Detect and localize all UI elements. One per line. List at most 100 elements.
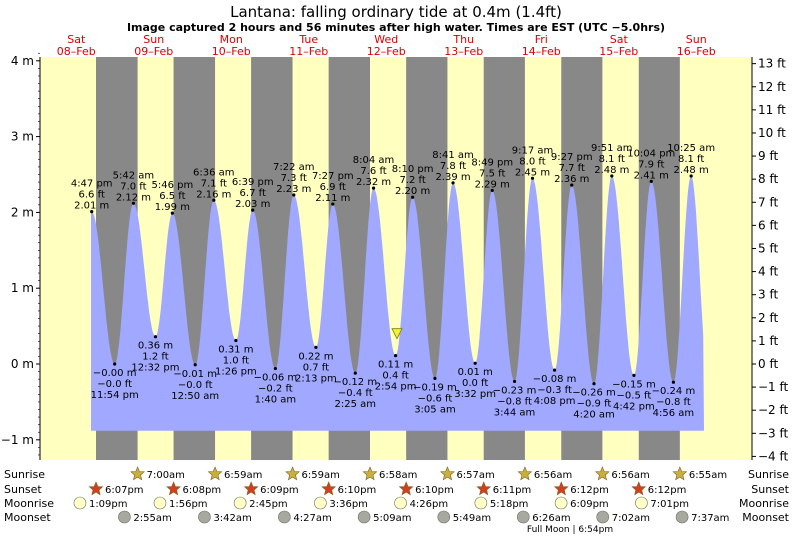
low-tide-time: 4:42 pm bbox=[613, 401, 655, 412]
high-tide-m: 2.36 m bbox=[554, 174, 589, 185]
moonset-moon-icon bbox=[596, 510, 610, 524]
current-level-marker bbox=[391, 328, 403, 340]
low-tide-point bbox=[552, 368, 557, 372]
moonrise-moon-icon bbox=[474, 496, 488, 510]
day-name: Sat bbox=[67, 33, 86, 46]
sunrise-star-icon bbox=[207, 466, 223, 481]
low-tide-m: 0.22 m bbox=[298, 351, 333, 362]
moonrise-moon-icon bbox=[153, 496, 167, 510]
low-tide-ft: −0.3 ft bbox=[537, 385, 572, 396]
high-tide-point bbox=[570, 183, 574, 187]
chart-title: Lantana: falling ordinary tide at 0.4m (… bbox=[230, 3, 562, 21]
sunrise-time: 6:59am bbox=[224, 470, 262, 481]
low-tide-point bbox=[234, 338, 238, 343]
chart-subtitle: Image captured 2 hours and 56 minutes af… bbox=[127, 21, 665, 34]
low-tide-ft: 1.2 ft bbox=[142, 352, 168, 363]
right-tick-label: 1 ft bbox=[758, 334, 778, 348]
sunset-star-icon bbox=[243, 481, 259, 496]
sunset-star-icon bbox=[88, 481, 104, 496]
tide-area bbox=[91, 176, 704, 431]
high-tide-point bbox=[331, 202, 335, 206]
moonset-moon-icon bbox=[437, 510, 451, 524]
sunset-row-label-left: Sunset bbox=[4, 483, 42, 496]
high-tide-time: 8:10 pm bbox=[392, 164, 434, 175]
moonrise-row-label-right: Moonrise bbox=[739, 497, 789, 510]
high-tide-ft: 6.9 ft bbox=[320, 182, 346, 193]
low-tide-time: 11:54 pm bbox=[91, 390, 139, 401]
moonset-time: 5:09am bbox=[373, 513, 411, 524]
high-tide-point bbox=[610, 174, 614, 178]
high-tide-m: 2.48 m bbox=[674, 165, 709, 176]
high-tide-ft: 8.1 ft bbox=[678, 154, 704, 165]
low-tide-ft: −0.9 ft bbox=[577, 399, 612, 410]
day-name: Wed bbox=[374, 33, 398, 46]
sunset-star-icon bbox=[631, 481, 647, 496]
moonset-time: 7:37am bbox=[691, 513, 729, 524]
sunrise-row-label-right: Sunrise bbox=[748, 468, 789, 481]
low-tide-point bbox=[433, 376, 437, 381]
moonset-moon-icon bbox=[278, 510, 291, 524]
sunset-star-icon bbox=[166, 481, 181, 496]
sunset-time: 6:11pm bbox=[493, 485, 532, 496]
sunrise-time: 6:56am bbox=[611, 470, 649, 481]
right-tick-label: 2 ft bbox=[758, 311, 778, 325]
high-tide-time: 10:04 pm bbox=[627, 148, 675, 159]
high-tide-m: 2.29 m bbox=[475, 179, 510, 190]
day-name: Fri bbox=[535, 33, 548, 46]
high-tide-point bbox=[170, 211, 174, 215]
sunset-time: 6:09pm bbox=[260, 485, 299, 496]
high-tide-m: 2.32 m bbox=[356, 177, 391, 188]
sunrise-time: 6:59am bbox=[302, 470, 340, 481]
low-tide-ft: −0.5 ft bbox=[617, 390, 652, 401]
high-tide-m: 2.16 m bbox=[196, 189, 231, 200]
left-tick-label: 4 m bbox=[11, 54, 34, 68]
high-tide-time: 8:41 am bbox=[432, 150, 474, 161]
sunset-time: 6:12pm bbox=[570, 485, 609, 496]
right-tick-label: 11 ft bbox=[758, 103, 786, 117]
high-tide-ft: 7.3 ft bbox=[281, 173, 307, 184]
right-tick-label: −3 ft bbox=[758, 426, 789, 440]
low-tide-point bbox=[193, 363, 197, 367]
moonrise-moon-icon bbox=[554, 496, 568, 510]
low-tide-ft: 0.4 ft bbox=[382, 371, 408, 382]
moonrise-row-label-left: Moonrise bbox=[4, 497, 54, 510]
day-name: Mon bbox=[220, 33, 243, 46]
high-tide-ft: 8.1 ft bbox=[599, 154, 625, 165]
right-tick-label: 0 ft bbox=[758, 357, 778, 371]
right-tick-label: 6 ft bbox=[758, 218, 778, 232]
low-tide-time: 4:20 am bbox=[573, 410, 615, 421]
day-date: 10–Feb bbox=[212, 45, 251, 58]
moonrise-moon-icon bbox=[635, 496, 648, 510]
high-tide-ft: 7.1 ft bbox=[201, 178, 227, 189]
day-date: 11–Feb bbox=[289, 45, 328, 58]
day-date: 09–Feb bbox=[134, 45, 173, 58]
sunset-star-icon bbox=[398, 481, 414, 496]
low-tide-point bbox=[671, 380, 676, 384]
moonset-moon-icon bbox=[516, 510, 530, 524]
day-date: 13–Feb bbox=[444, 45, 483, 58]
sunrise-row-label-left: Sunrise bbox=[4, 468, 45, 481]
day-name: Sun bbox=[143, 33, 164, 46]
moonset-time: 5:49am bbox=[453, 513, 491, 524]
high-tide-m: 2.48 m bbox=[594, 165, 629, 176]
sunset-star-icon bbox=[553, 481, 569, 496]
sunrise-time: 6:57am bbox=[456, 470, 494, 481]
high-tide-point bbox=[90, 210, 94, 214]
low-tide-point bbox=[592, 382, 596, 386]
low-tide-point bbox=[353, 371, 357, 375]
high-tide-point bbox=[251, 208, 255, 212]
moonrise-moon-icon bbox=[233, 496, 247, 510]
sunset-time: 6:08pm bbox=[183, 485, 222, 496]
moonset-moon-icon bbox=[675, 510, 689, 524]
high-tide-point bbox=[411, 195, 415, 199]
high-tide-ft: 7.7 ft bbox=[559, 163, 585, 174]
high-tide-time: 8:49 pm bbox=[471, 157, 513, 168]
low-tide-ft: 0.7 ft bbox=[303, 362, 329, 373]
moonset-time: 4:27am bbox=[293, 513, 331, 524]
low-tide-time: 3:32 pm bbox=[454, 389, 496, 400]
tide-labels: 4:47 pm6.6 ft2.01 m 5:42 am7.0 ft2.12 m5:… bbox=[71, 143, 715, 421]
high-tide-m: 2.01 m bbox=[74, 201, 109, 212]
sunrise-star-icon bbox=[594, 466, 610, 481]
moonset-time: 2:55am bbox=[133, 513, 171, 524]
high-tide-time: 4:47 pm bbox=[71, 179, 113, 190]
